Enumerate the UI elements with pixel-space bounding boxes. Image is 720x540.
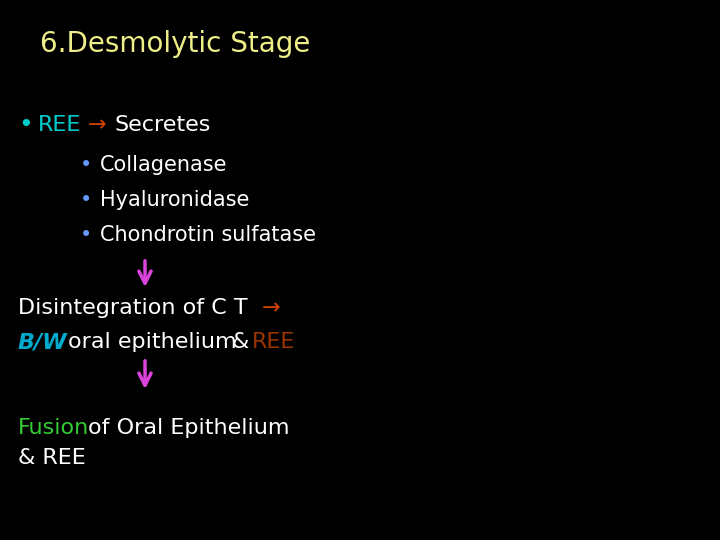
Text: Collagenase: Collagenase [100, 155, 228, 175]
Text: •: • [18, 113, 32, 137]
Text: →: → [88, 115, 107, 135]
Text: Fusion: Fusion [18, 418, 89, 438]
Text: •: • [80, 190, 92, 210]
Text: oral epithelium: oral epithelium [68, 332, 237, 352]
Text: Secretes: Secretes [115, 115, 212, 135]
Text: Hyaluronidase: Hyaluronidase [100, 190, 249, 210]
Text: Chondrotin sulfatase: Chondrotin sulfatase [100, 225, 316, 245]
Text: •: • [80, 155, 92, 175]
Text: of Oral Epithelium: of Oral Epithelium [88, 418, 289, 438]
Text: REE: REE [38, 115, 81, 135]
Text: &: & [232, 332, 249, 352]
Text: Disintegration of C T: Disintegration of C T [18, 298, 248, 318]
Text: B/W: B/W [18, 332, 68, 352]
Text: •: • [80, 225, 92, 245]
Text: 6.Desmolytic Stage: 6.Desmolytic Stage [40, 30, 310, 58]
Text: & REE: & REE [18, 448, 86, 468]
Text: →: → [262, 298, 281, 318]
Text: REE: REE [252, 332, 295, 352]
